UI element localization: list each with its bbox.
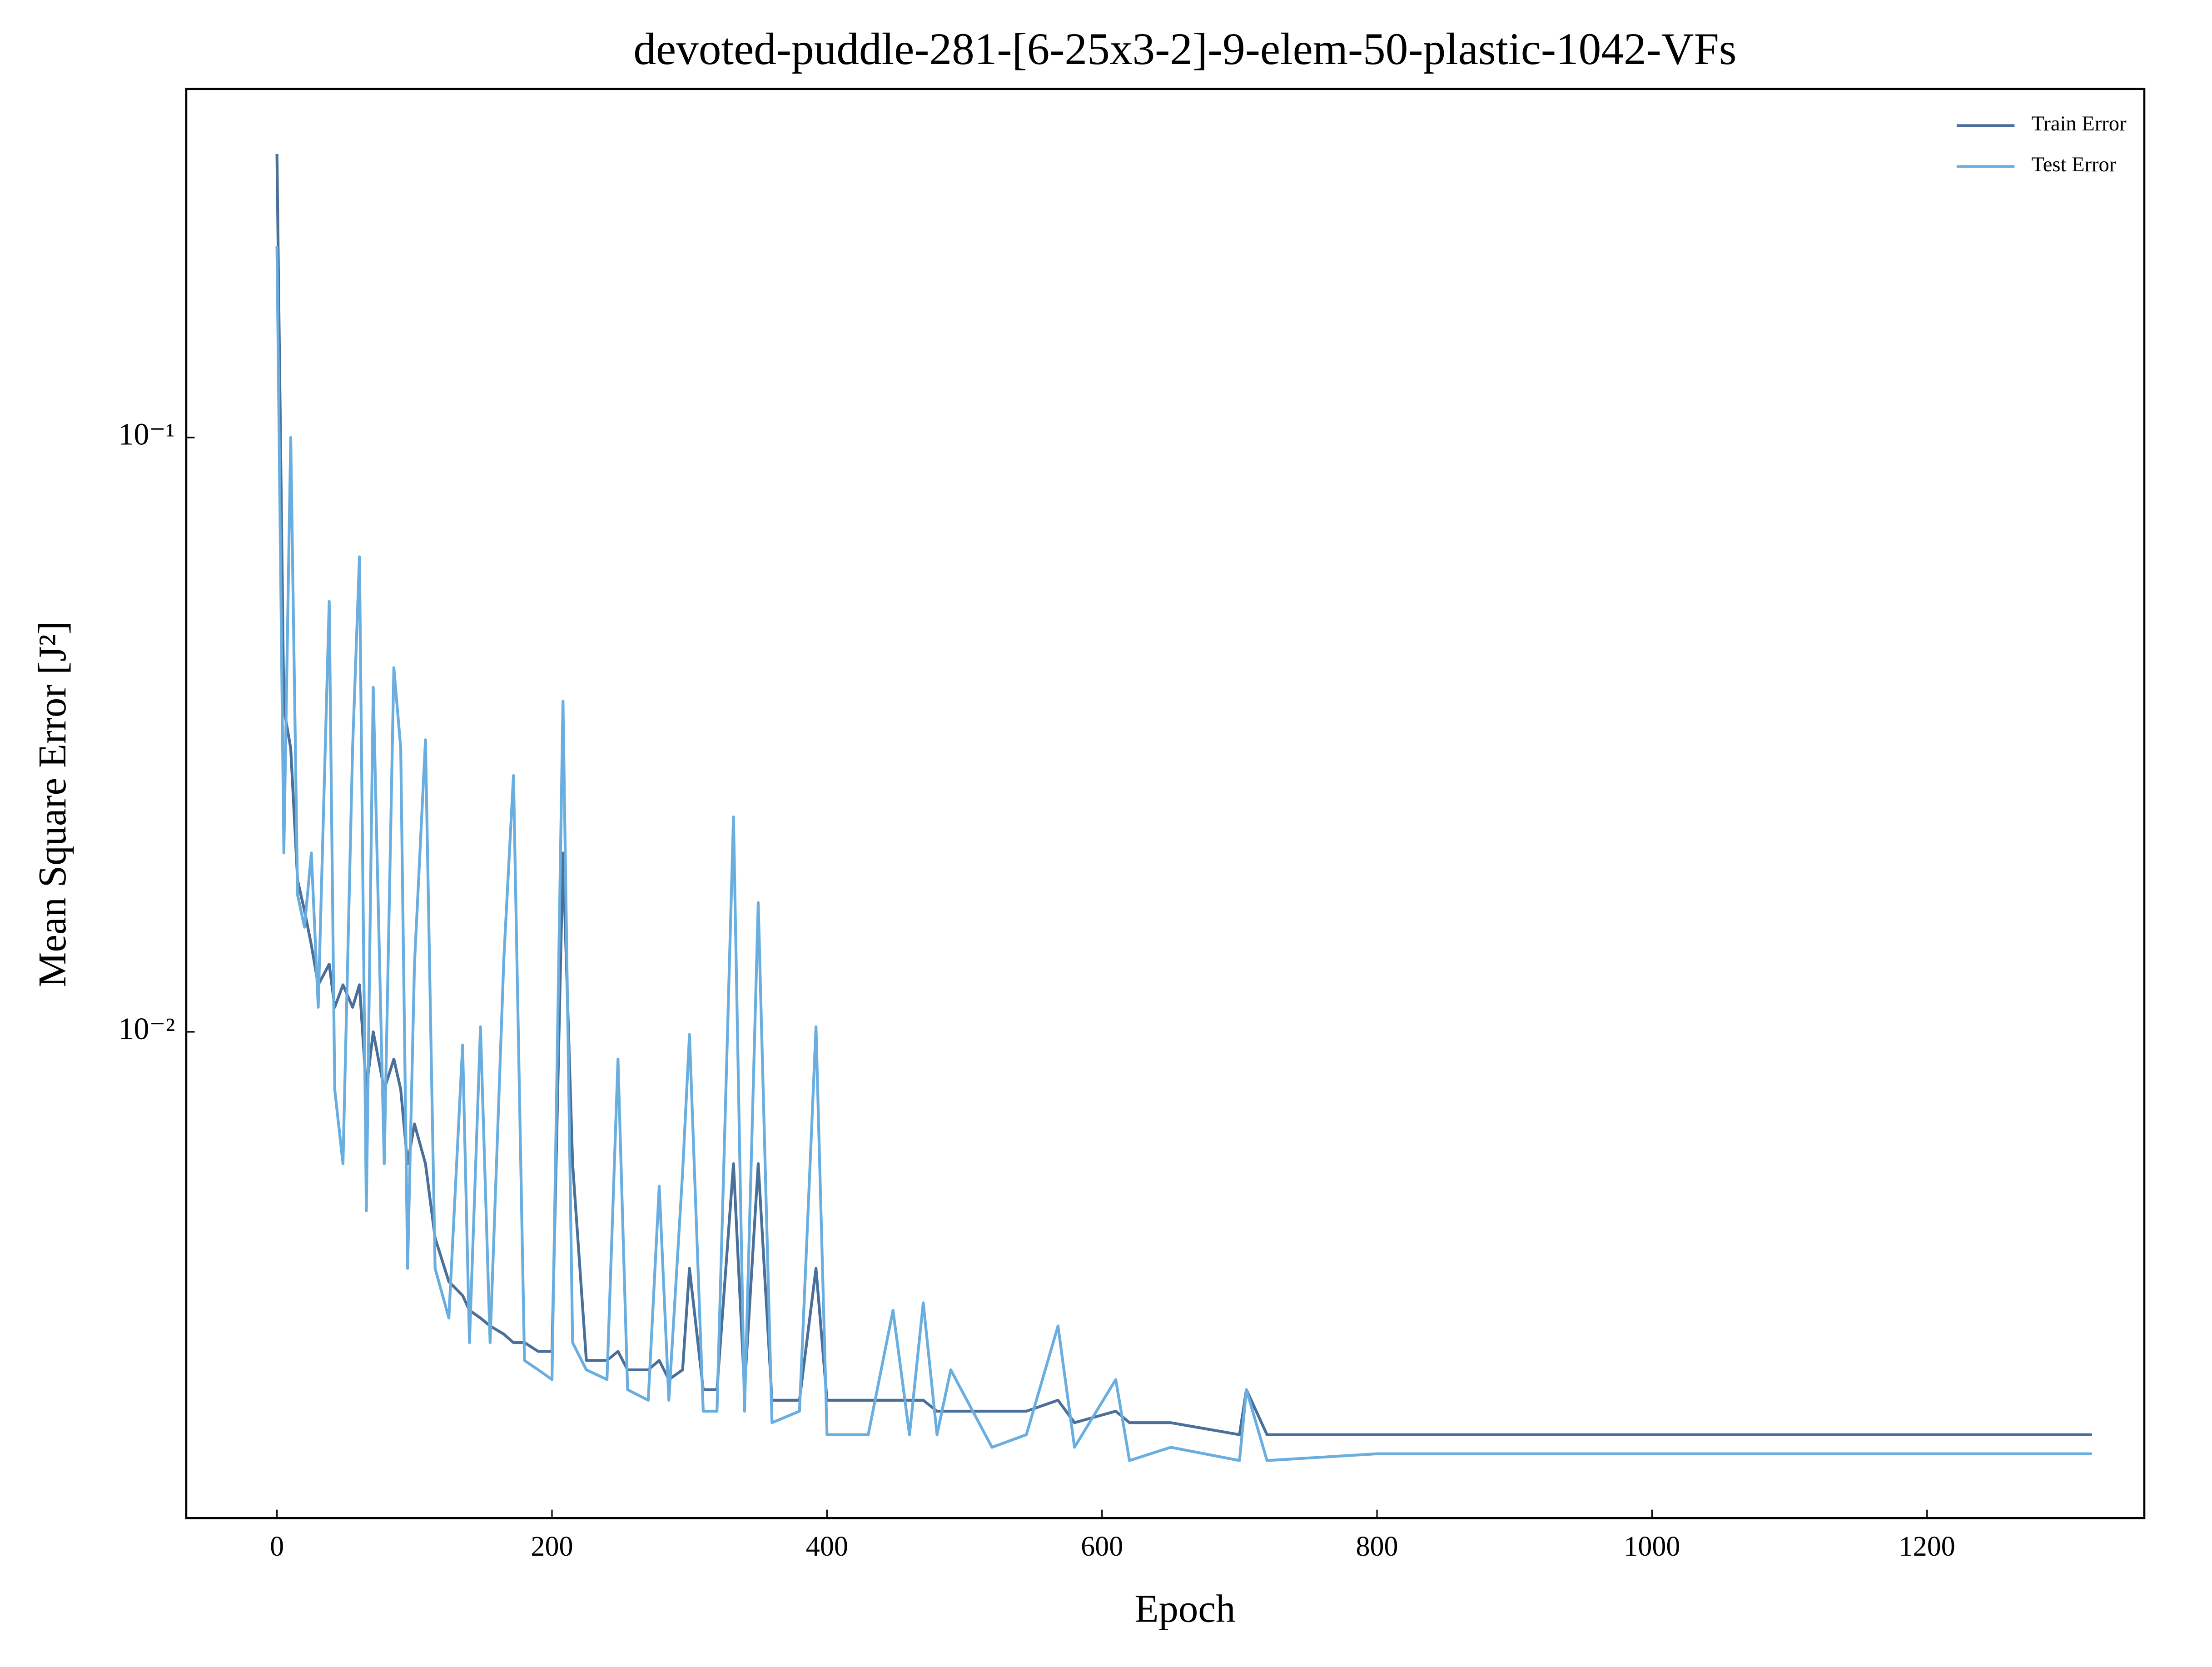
y-tick-label: 10⁻² (118, 1011, 175, 1046)
legend-label: Train Error (2032, 112, 2127, 135)
x-axis-label: Epoch (1134, 1587, 1235, 1630)
x-tick-label: 400 (806, 1531, 848, 1562)
plot-frame (185, 88, 2146, 1519)
x-tick-label: 200 (531, 1531, 573, 1562)
x-tick-label: 0 (270, 1531, 284, 1562)
y-axis-label: Mean Square Error [J²] (30, 621, 74, 987)
chart-title: devoted-puddle-281-[6-25x3-2]-9-elem-50-… (633, 24, 1736, 74)
x-tick-label: 1200 (1899, 1531, 1955, 1562)
legend-label: Test Error (2032, 153, 2117, 176)
x-tick-label: 800 (1356, 1531, 1398, 1562)
series-line (275, 246, 2092, 1462)
y-tick-label: 10⁻¹ (118, 417, 175, 452)
x-tick-label: 1000 (1624, 1531, 1680, 1562)
series-line (275, 154, 2092, 1436)
x-tick-label: 600 (1081, 1531, 1123, 1562)
